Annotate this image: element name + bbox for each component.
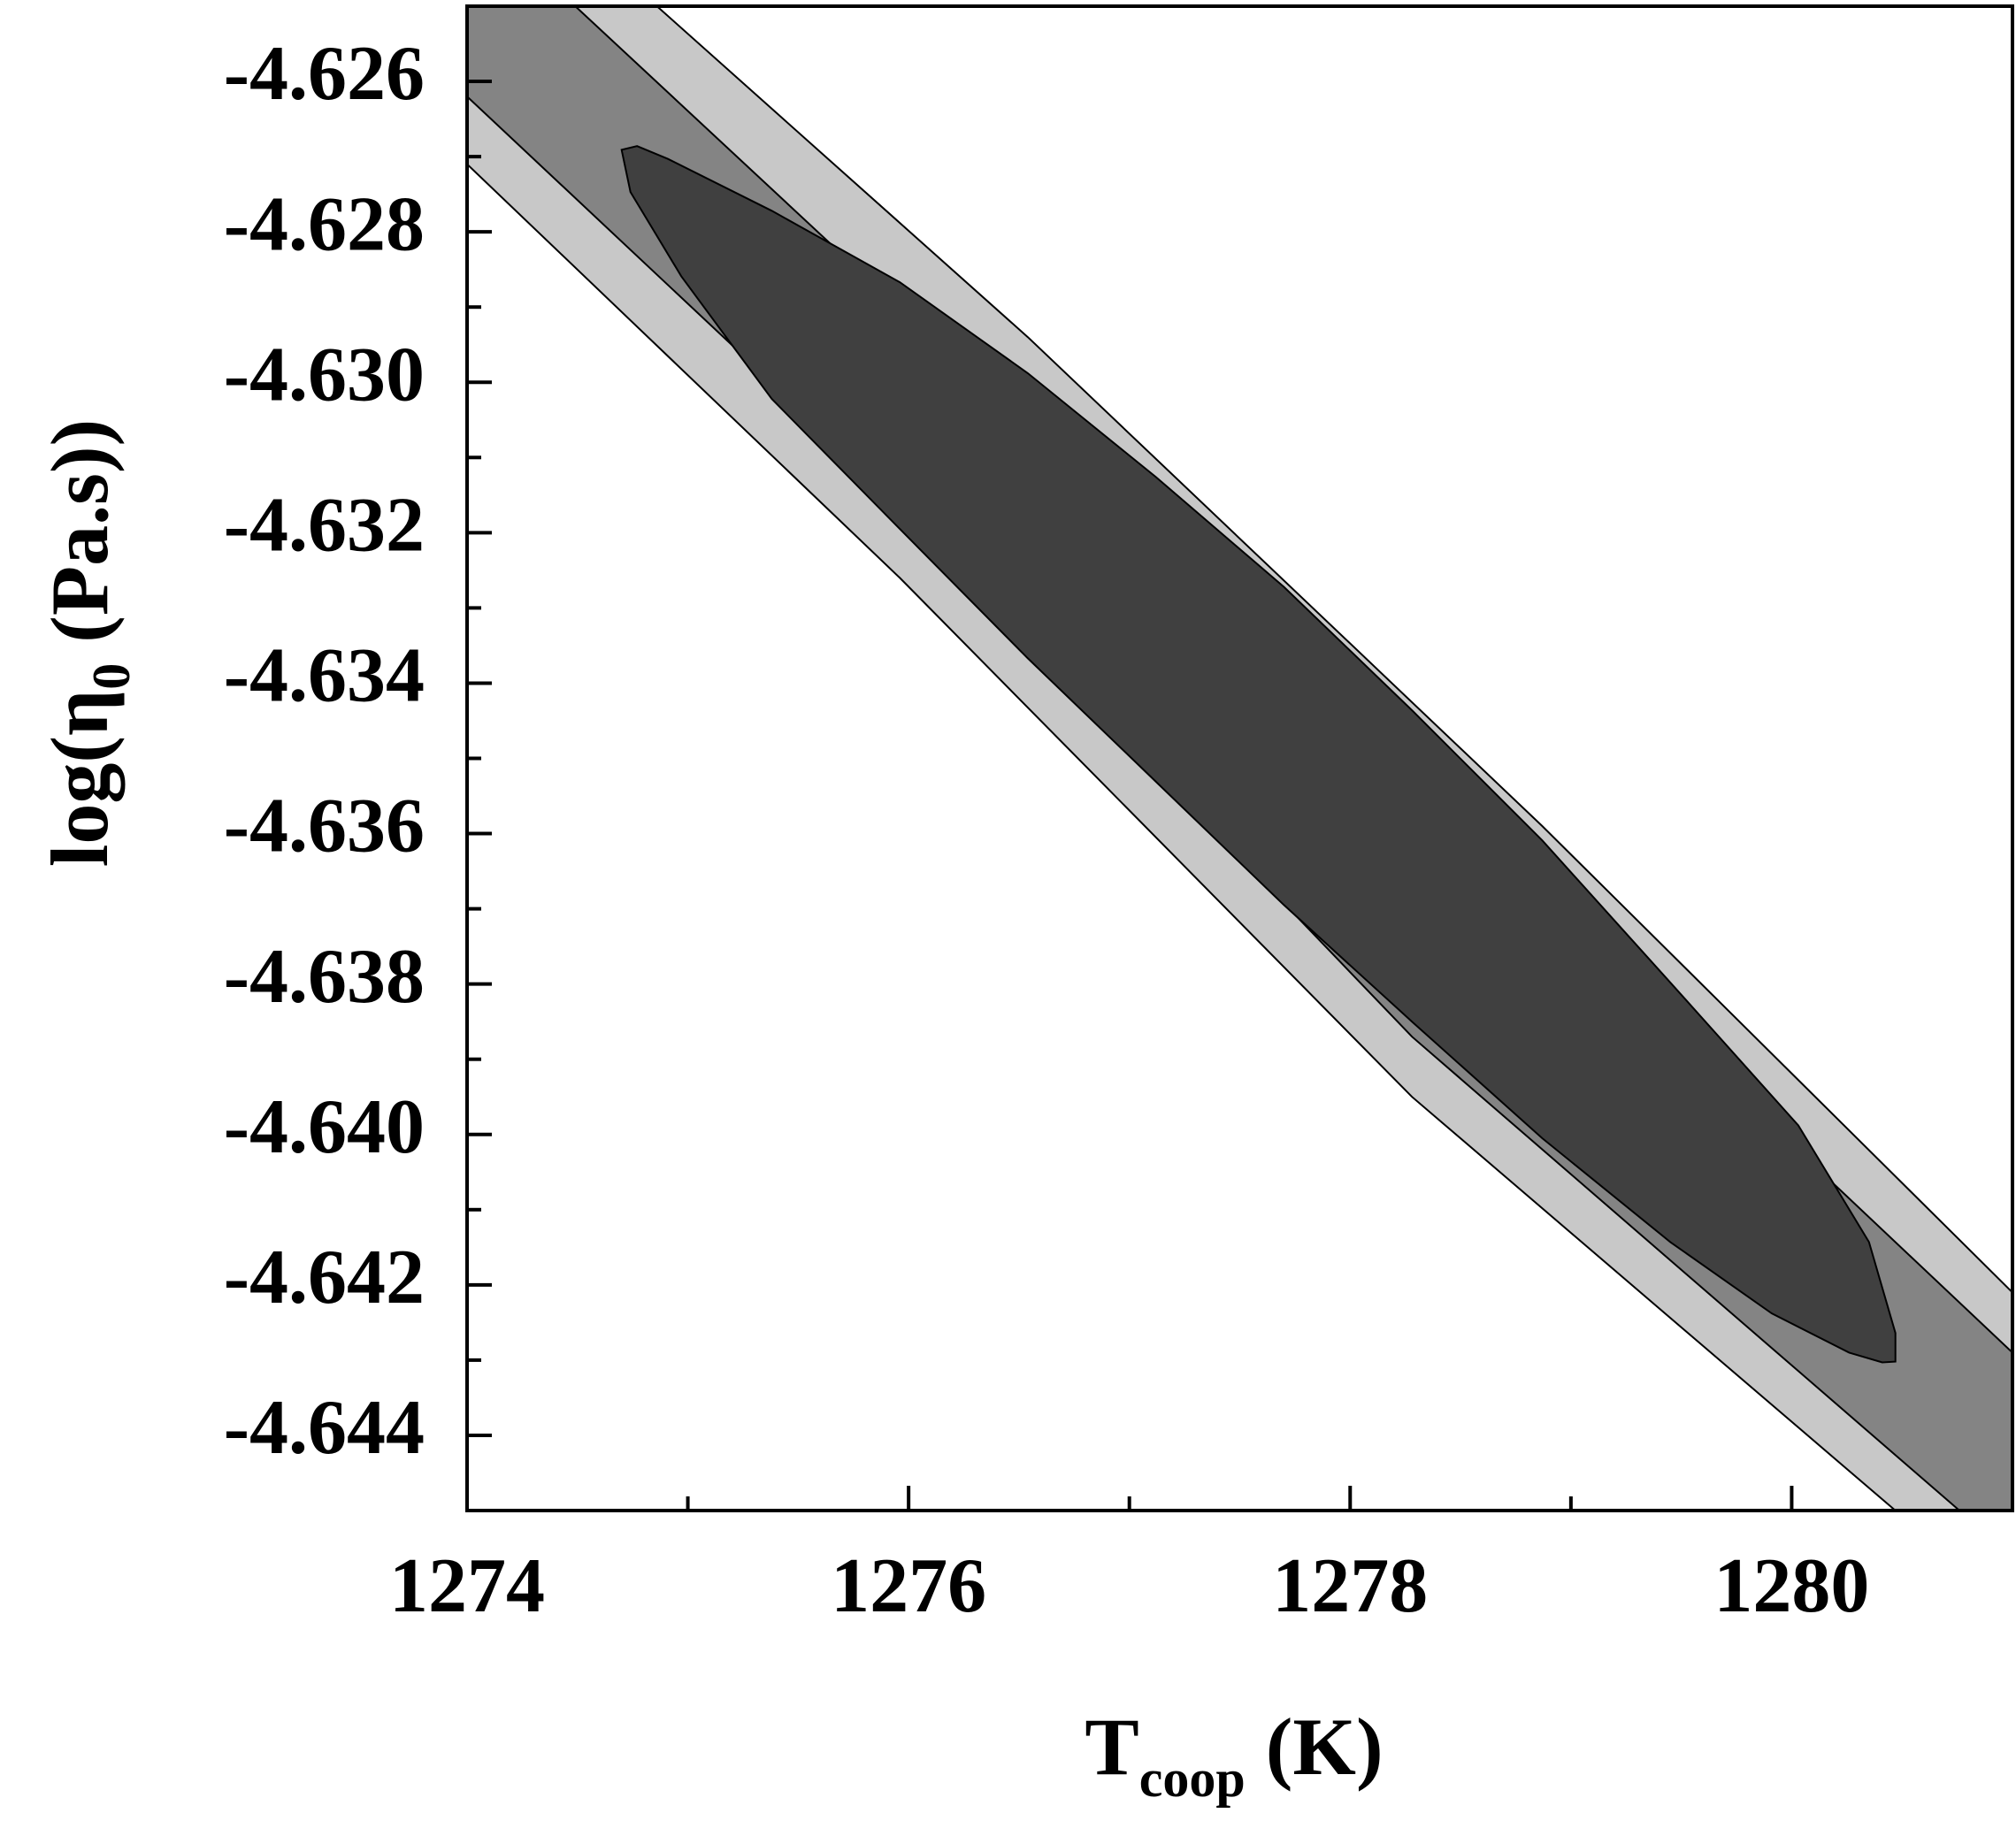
x-tick-label: 1278	[1272, 1543, 1428, 1629]
x-label-sub: coop	[1139, 1749, 1246, 1808]
contour-region	[620, 145, 1897, 1364]
y-tick-label: -4.632	[224, 483, 425, 569]
y-tick-label: -4.626	[224, 31, 425, 117]
y-tick-label: -4.636	[224, 784, 425, 869]
y-tick-label: -4.630	[224, 332, 425, 417]
x-label-main: T	[1085, 1702, 1138, 1792]
y-tick-label: -4.642	[224, 1235, 425, 1320]
y-tick-label: -4.634	[224, 633, 425, 719]
y-tick-label: -4.638	[224, 934, 425, 1020]
y-tick-label: -4.640	[224, 1084, 425, 1170]
y-axis-label: log(η0 (Pa.s))	[34, 419, 141, 867]
x-label-rest: (K)	[1246, 1702, 1384, 1792]
y-label-rest: (Pa.s))	[34, 419, 125, 663]
x-tick-label: 1280	[1713, 1543, 1869, 1629]
y-tick-label: -4.644	[224, 1385, 425, 1471]
y-tick-label: -4.628	[224, 181, 425, 267]
y-label-main: log(η	[34, 690, 125, 867]
x-tick-label: 1276	[831, 1543, 986, 1629]
y-label-sub: 0	[82, 663, 141, 690]
x-tick-label: 1274	[389, 1543, 545, 1629]
plot-area	[467, 6, 2012, 1511]
x-axis-label: Tcoop (K)	[1085, 1702, 1383, 1808]
